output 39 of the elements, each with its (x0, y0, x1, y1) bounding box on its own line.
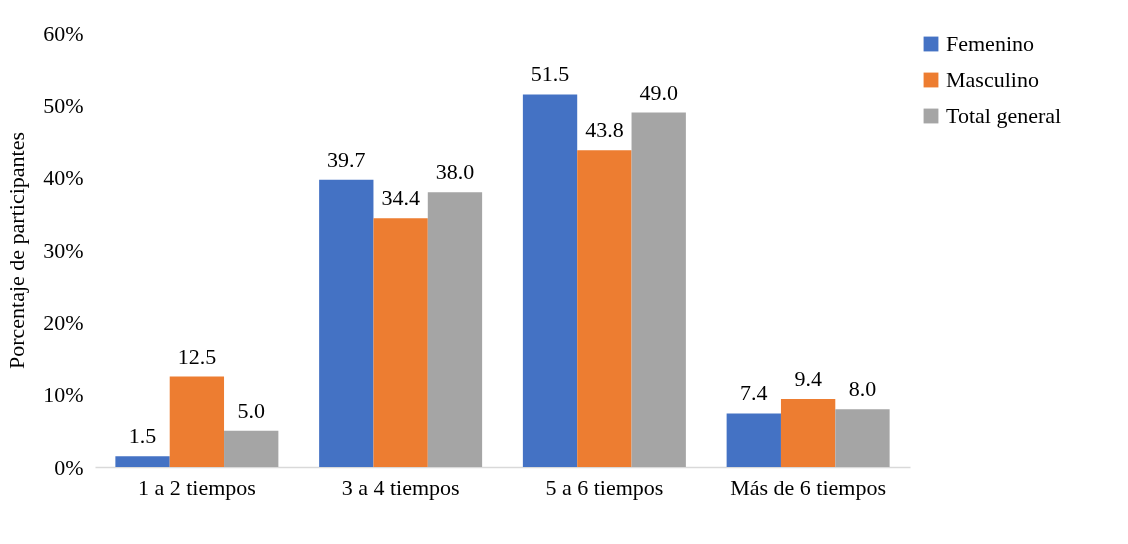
y-tick-label: 50% (43, 92, 84, 118)
legend-label: Masculino (946, 67, 1039, 92)
bar (835, 409, 890, 467)
bar (427, 192, 483, 467)
legend-label: Femenino (946, 31, 1034, 56)
x-tick-label: 5 a 6 tiempos (545, 474, 664, 500)
y-tick-label: 40% (43, 165, 84, 191)
data-label: 51.5 (530, 61, 570, 87)
bar (780, 399, 836, 467)
data-label: 5.0 (237, 397, 265, 423)
data-label: 7.4 (740, 380, 768, 406)
y-tick-label: 0% (54, 454, 84, 480)
bar (169, 376, 225, 467)
y-tick-label: 10% (43, 382, 84, 408)
data-label: 39.7 (327, 146, 366, 172)
bar (115, 456, 170, 467)
data-label: 8.0 (848, 376, 877, 402)
x-tick-label: 3 a 4 tiempos (341, 474, 460, 500)
bar (577, 150, 632, 467)
data-label: 9.4 (794, 366, 822, 392)
data-label: 49.0 (639, 79, 678, 105)
bar (522, 94, 578, 467)
bar (631, 112, 686, 467)
data-label: 1.5 (128, 423, 157, 449)
data-label: 38.0 (435, 159, 475, 185)
bar (726, 413, 781, 467)
bar (373, 218, 428, 467)
data-label: 12.5 (177, 343, 217, 369)
x-tick-label: 1 a 2 tiempos (137, 474, 256, 500)
legend-label: Total general (946, 103, 1062, 128)
data-label: 43.8 (585, 117, 624, 143)
x-tick-label: Más de 6 tiempos (730, 474, 887, 500)
y-tick-label: 20% (43, 309, 84, 335)
bar (319, 179, 374, 467)
y-axis-title: Porcentaje de participantes (4, 131, 30, 370)
bar (224, 430, 279, 467)
y-tick-label: 30% (43, 237, 84, 263)
y-tick-label: 60% (43, 20, 84, 46)
data-label: 34.4 (381, 185, 420, 211)
